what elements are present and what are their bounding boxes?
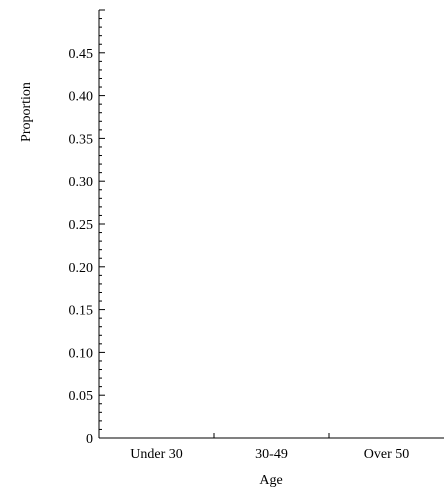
axes bbox=[98, 10, 444, 439]
y-axis-title: Proportion bbox=[19, 82, 34, 142]
y-tick-label: 0.20 bbox=[69, 261, 94, 276]
y-tick-label: 0.25 bbox=[69, 218, 94, 233]
y-tick-label: 0.30 bbox=[69, 175, 94, 190]
x-tick-label: Under 30 bbox=[130, 447, 183, 462]
y-ticks: 0 0.05 0.10 0.15 0.20 0.25 0.30 0.35 0.40 0.45 bbox=[69, 9, 105, 447]
x-tick-label: 30-49 bbox=[255, 447, 288, 462]
x-axis-title: Age bbox=[259, 473, 282, 488]
y-tick-label: 0.05 bbox=[69, 389, 94, 404]
y-tick-label: 0.40 bbox=[69, 90, 94, 105]
y-tick-label: 0.10 bbox=[69, 346, 94, 361]
y-tick-label: 0 bbox=[86, 432, 93, 447]
y-tick-label: 0.45 bbox=[69, 47, 94, 62]
y-tick-label: 0.15 bbox=[69, 304, 94, 319]
x-ticks: Under 30 30-49 Over 50 bbox=[130, 433, 409, 462]
y-tick-label: 0.35 bbox=[69, 132, 94, 147]
x-tick-label: Over 50 bbox=[364, 447, 410, 462]
